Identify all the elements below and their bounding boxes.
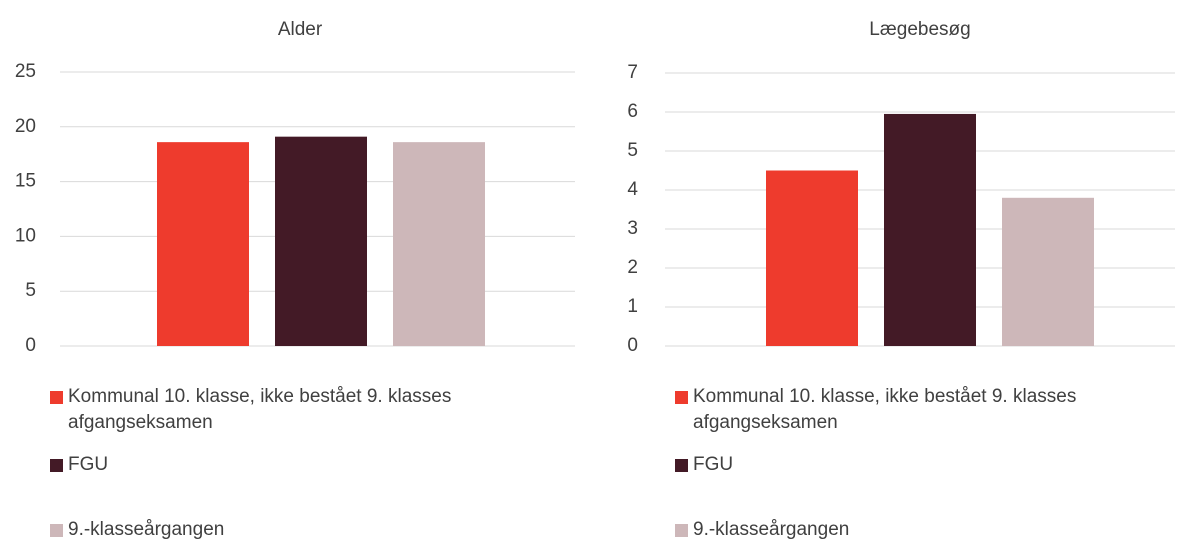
bar	[275, 136, 367, 346]
y-tick-label: 4	[627, 179, 638, 200]
legend-swatch	[675, 391, 688, 404]
legend-item: FGU	[50, 452, 568, 478]
bar	[884, 113, 976, 346]
y-tick-label: 2	[627, 257, 638, 278]
legend-item: Kommunal 10. klasse, ikke bestået 9. kla…	[675, 384, 1192, 436]
legend-swatch	[50, 459, 63, 472]
legend-item: Kommunal 10. klasse, ikke bestået 9. kla…	[50, 384, 568, 436]
legend-item: 9.-klasseårgangen	[675, 517, 1192, 543]
y-tick-label: 3	[627, 218, 638, 239]
legend-item: FGU	[675, 452, 1192, 478]
y-tick-label: 20	[15, 116, 36, 137]
legend-swatch	[50, 524, 63, 537]
y-tick-label: 7	[627, 62, 638, 83]
y-tick-label: 0	[627, 335, 638, 356]
legend-label: FGU	[68, 454, 109, 475]
bar	[766, 170, 858, 346]
chart-title: Alder	[278, 19, 323, 40]
y-tick-label: 10	[15, 225, 36, 246]
legend-label: Kommunal 10. klasse, ikke bestået 9. kla…	[68, 386, 452, 433]
legend-label: FGU	[693, 454, 734, 475]
y-tick-label: 15	[15, 171, 36, 192]
legend-label: Kommunal 10. klasse, ikke bestået 9. kla…	[693, 386, 1077, 433]
legend-label: 9.-klasseårgangen	[693, 519, 850, 540]
y-tick-label: 5	[25, 280, 36, 301]
bar	[393, 142, 485, 346]
legend-label: 9.-klasseårgangen	[68, 519, 225, 540]
y-tick-label: 6	[627, 101, 638, 122]
legend-swatch	[675, 524, 688, 537]
legend-swatch	[675, 459, 688, 472]
legend-swatch	[50, 391, 63, 404]
y-tick-label: 25	[15, 61, 36, 82]
y-tick-label: 0	[25, 335, 36, 356]
chart-title: Lægebesøg	[869, 19, 970, 40]
y-tick-label: 1	[627, 296, 638, 317]
bar	[157, 142, 249, 346]
legend-item: 9.-klasseårgangen	[50, 517, 568, 543]
y-tick-label: 5	[627, 140, 638, 161]
bar	[1002, 197, 1094, 346]
